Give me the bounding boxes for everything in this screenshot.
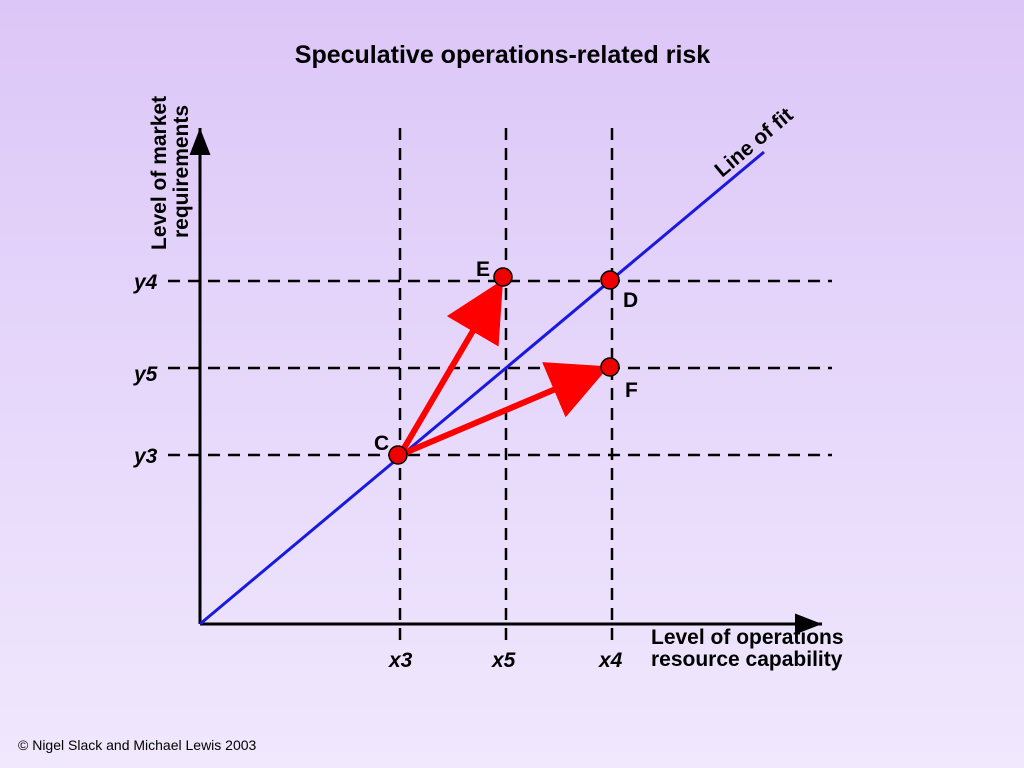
copyright-text: © Nigel Slack and Michael Lewis 2003 [18,737,257,753]
y-axis-label-line-2: requirements [170,105,193,238]
point-c [388,445,408,465]
y-axis-title: Level of market requirements [148,96,193,250]
point-f [600,357,620,377]
arrow-c-to-e [397,279,504,457]
arrow-c-to-f [398,362,610,458]
point-d [600,270,620,290]
y-axis-label-line-1: Level of market [148,96,171,250]
y-tick-label-y4: y4 [133,271,158,294]
point-f-label: F [625,379,638,402]
x-axis-title: Level of operations resource capability [651,626,844,671]
x-tick-label-x3: x3 [388,649,413,672]
x-tick-label-x5: x5 [491,649,516,672]
x-axis-label-line-2: resource capability [651,648,843,671]
x-tick-label-x4: x4 [598,649,623,672]
line-of-fit-label: Line of fit [710,103,797,181]
point-d-label: D [623,289,638,312]
x-axis-label-line-1: Level of operations [651,626,844,649]
point-e [493,267,513,287]
slide-title: Speculative operations-related risk [294,41,711,69]
y-tick-label-y3: y3 [133,445,158,468]
line-of-fit [199,150,765,626]
point-c-label: C [374,432,389,455]
y-tick-label-y5: y5 [133,363,158,386]
point-e-label: E [476,258,490,281]
